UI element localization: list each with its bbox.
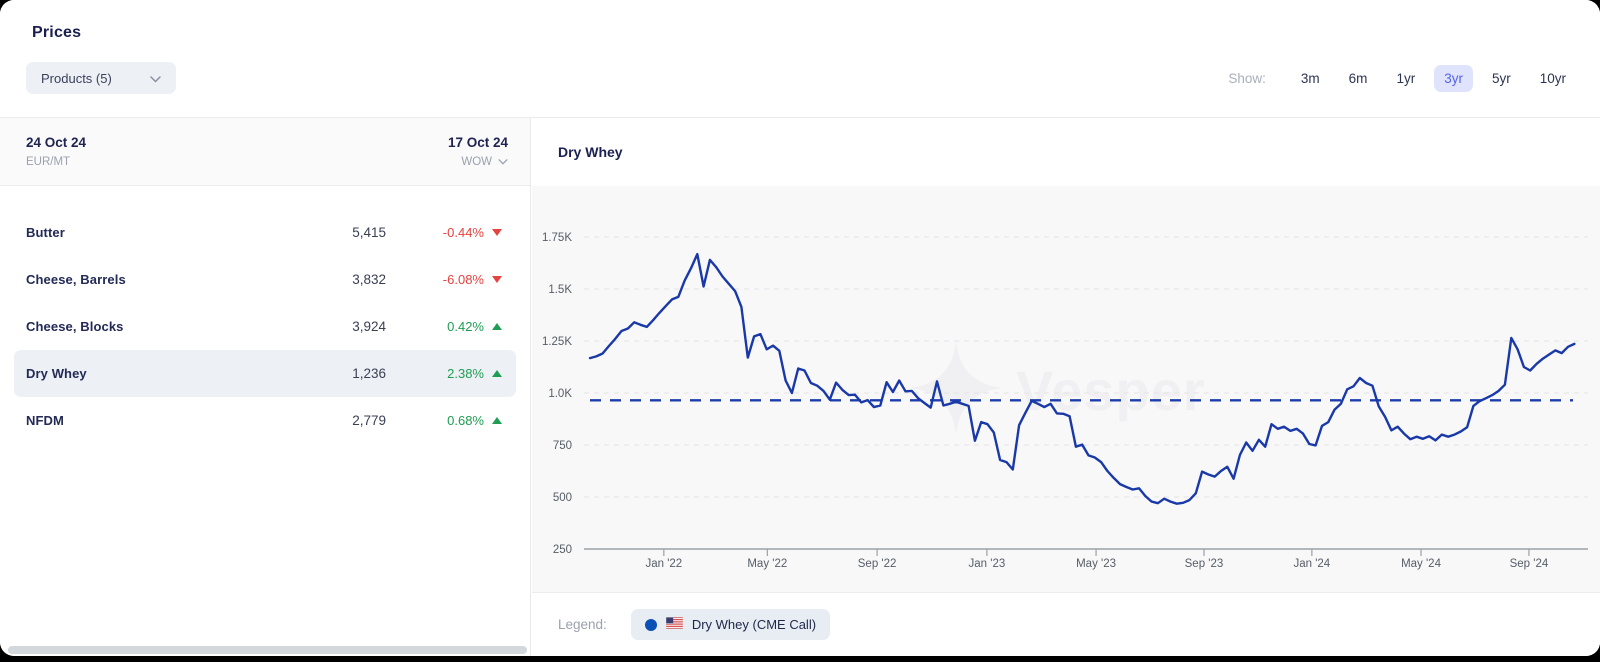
product-name: Cheese, Blocks xyxy=(26,319,124,334)
range-option-3yr[interactable]: 3yr xyxy=(1434,64,1473,92)
change-down-icon xyxy=(492,229,502,236)
range-option-3m[interactable]: 3m xyxy=(1300,70,1320,86)
range-option-10yr[interactable]: 10yr xyxy=(1539,70,1566,86)
products-dropdown-label: Products (5) xyxy=(41,70,112,86)
x-tick-label: Jan '24 xyxy=(1293,558,1330,570)
price-line-series xyxy=(588,252,1576,505)
change-value: 0.68% xyxy=(447,413,484,428)
change-value: 0.42% xyxy=(447,319,484,334)
y-tick-label: 1.5K xyxy=(548,284,572,296)
us-flag-icon xyxy=(665,616,684,632)
product-change: 2.38% xyxy=(386,366,502,381)
x-tick-label: Sep '22 xyxy=(858,558,897,570)
wow-label: WOW xyxy=(461,156,492,168)
chevron-down-icon xyxy=(150,71,161,86)
table-header-right: 17 Oct 24 WOW xyxy=(448,135,508,168)
x-tick-label: Sep '24 xyxy=(1510,558,1549,570)
legend-label: Legend: xyxy=(558,617,607,632)
x-tick-label: Jan '23 xyxy=(969,558,1006,570)
product-value: 3,924 xyxy=(352,319,386,334)
y-tick-label: 500 xyxy=(553,492,572,504)
table-header-left: 24 Oct 24 EUR/MT xyxy=(26,135,86,168)
y-tick-label: 250 xyxy=(553,544,572,556)
previous-date: 17 Oct 24 xyxy=(447,135,508,150)
product-change: -0.44% xyxy=(386,225,502,240)
x-tick-label: May '23 xyxy=(1076,558,1116,570)
change-value: -6.08% xyxy=(442,272,484,287)
change-up-icon xyxy=(492,417,502,424)
change-up-icon xyxy=(492,370,502,377)
products-dropdown[interactable]: Products (5) xyxy=(26,62,176,94)
series-color-dot-icon xyxy=(644,618,657,631)
product-change: 0.42% xyxy=(386,319,502,334)
change-value: 2.38% xyxy=(447,366,484,381)
product-value: 3,832 xyxy=(352,272,386,287)
change-value: -0.44% xyxy=(442,225,484,240)
chevron-down-icon xyxy=(498,156,508,168)
table-header: 24 Oct 24 EUR/MT 17 Oct 24 WOW xyxy=(0,118,530,186)
page-title: Prices xyxy=(32,24,82,41)
wow-selector[interactable]: WOW xyxy=(448,156,508,168)
table-row[interactable]: NFDM 2,779 0.68% xyxy=(14,397,516,444)
x-tick-label: May '22 xyxy=(747,558,787,570)
price-table-panel: 24 Oct 24 EUR/MT 17 Oct 24 WOW Butter 5,4… xyxy=(0,118,531,656)
unit-label: EUR/MT xyxy=(26,156,71,168)
show-label: Show: xyxy=(1228,70,1266,86)
time-range-selector: Show: 3m 6m 1yr 3yr 5yr 10yr xyxy=(1228,62,1576,94)
y-tick-label: 1.25K xyxy=(542,336,572,348)
chart-title: Dry Whey xyxy=(558,144,623,160)
product-change: -6.08% xyxy=(386,272,502,287)
table-row[interactable]: Dry Whey 1,236 2.38% xyxy=(14,350,516,397)
legend-series-toggle[interactable]: Dry Whey (CME Call) xyxy=(630,609,831,640)
table-row[interactable]: Butter 5,415 -0.44% xyxy=(14,209,516,256)
top-bar: Prices Products (5) Show: 3m 6m 1yr 3yr 5yr 1… xyxy=(0,0,1600,118)
change-up-icon xyxy=(492,323,502,330)
y-tick-label: 1.75K xyxy=(542,232,572,244)
product-change: 0.68% xyxy=(386,413,502,428)
range-option-1yr[interactable]: 1yr xyxy=(1396,70,1416,86)
change-down-icon xyxy=(492,276,502,283)
product-name: Cheese, Barrels xyxy=(26,272,126,287)
y-tick-label: 1.0K xyxy=(548,388,572,400)
table-row[interactable]: Cheese, Blocks 3,924 0.42% xyxy=(14,303,516,350)
horizontal-scrollbar[interactable] xyxy=(8,646,527,654)
x-tick-label: May '24 xyxy=(1401,558,1442,570)
legend-band: Legend: Dry xyxy=(532,592,1600,656)
chart-panel: Dry Whey Vesper 1.75K 1.5K 1.25K 1.0K 750 500… xyxy=(532,118,1600,656)
range-option-5yr[interactable]: 5yr xyxy=(1491,70,1511,86)
chart-title-band: Dry Whey xyxy=(532,118,1600,186)
range-options: 3m 6m 1yr 3yr 5yr 10yr xyxy=(1282,64,1576,92)
product-name: NFDM xyxy=(26,413,64,428)
product-value: 5,415 xyxy=(352,225,386,240)
product-name: Dry Whey xyxy=(26,366,87,381)
product-rows: Butter 5,415 -0.44% Cheese, Barrels 3,832 -6.… xyxy=(0,186,530,444)
table-row[interactable]: Cheese, Barrels 3,832 -6.08% xyxy=(14,256,516,303)
product-value: 2,779 xyxy=(352,413,386,428)
product-value: 1,236 xyxy=(352,366,386,381)
chart-area: Vesper 1.75K 1.5K 1.25K 1.0K 750 500 250 Jan '2… xyxy=(532,186,1600,592)
current-date: 24 Oct 24 xyxy=(26,135,87,150)
y-tick-label: 750 xyxy=(553,440,572,452)
price-chart[interactable]: 1.75K 1.5K 1.25K 1.0K 750 500 250 Jan '22 May '2… xyxy=(532,186,1600,592)
range-option-6m[interactable]: 6m xyxy=(1348,70,1368,86)
product-name: Butter xyxy=(26,225,65,240)
x-tick-label: Jan '22 xyxy=(645,558,682,570)
legend-series-label: Dry Whey (CME Call) xyxy=(691,617,817,632)
x-tick-label: Sep '23 xyxy=(1185,558,1224,570)
